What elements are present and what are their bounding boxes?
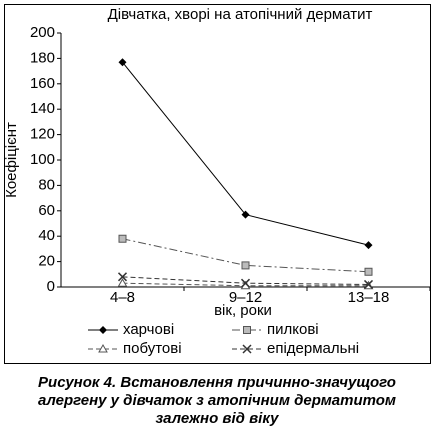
caption-line: Рисунок 4. Встановлення причинно-значущо… [38, 374, 396, 391]
marker [241, 261, 250, 270]
marker [117, 278, 128, 287]
y-tick-label: 120 [30, 126, 55, 143]
y-tick-label: 200 [30, 24, 55, 41]
legend-marker [243, 326, 251, 334]
y-tick-label: 40 [38, 227, 55, 244]
legend-marker [99, 326, 107, 334]
marker [118, 58, 127, 67]
marker [363, 279, 374, 289]
legend-marker [242, 344, 252, 354]
frame [4, 4, 431, 364]
x-tick-label: 13–18 [348, 289, 390, 306]
y-tick-label: 0 [47, 278, 55, 295]
x-tick-label: 4–8 [110, 289, 135, 306]
marker [364, 241, 373, 250]
marker [364, 267, 373, 276]
marker [240, 278, 251, 288]
y-tick-label: 80 [38, 176, 55, 193]
y-tick-label: 160 [30, 75, 55, 92]
legend-marker [98, 343, 108, 353]
caption-line: алергену у дівчаток з атопічним дерматит… [38, 392, 396, 409]
chart-title: Дівчатка, хворі на атопічний дерматит [108, 6, 373, 23]
y-tick-label: 140 [30, 100, 55, 117]
y-axis-title: Коефіцієнт [3, 122, 20, 198]
x-axis-title: вік, роки [214, 302, 272, 319]
y-tick-label: 100 [30, 151, 55, 168]
legend-label: побутові [123, 340, 182, 357]
legend-label: пилкові [267, 321, 319, 338]
y-tick-label: 20 [38, 253, 55, 270]
marker [241, 210, 250, 219]
x-tick-label: 9–12 [229, 289, 262, 306]
y-tick-label: 180 [30, 49, 55, 66]
legend-label: епідермальні [267, 340, 359, 357]
y-tick-label: 60 [38, 202, 55, 219]
marker [117, 272, 128, 282]
legend-label: харчові [123, 321, 174, 338]
caption-line: залежно від віку [156, 410, 280, 427]
marker [118, 234, 127, 243]
